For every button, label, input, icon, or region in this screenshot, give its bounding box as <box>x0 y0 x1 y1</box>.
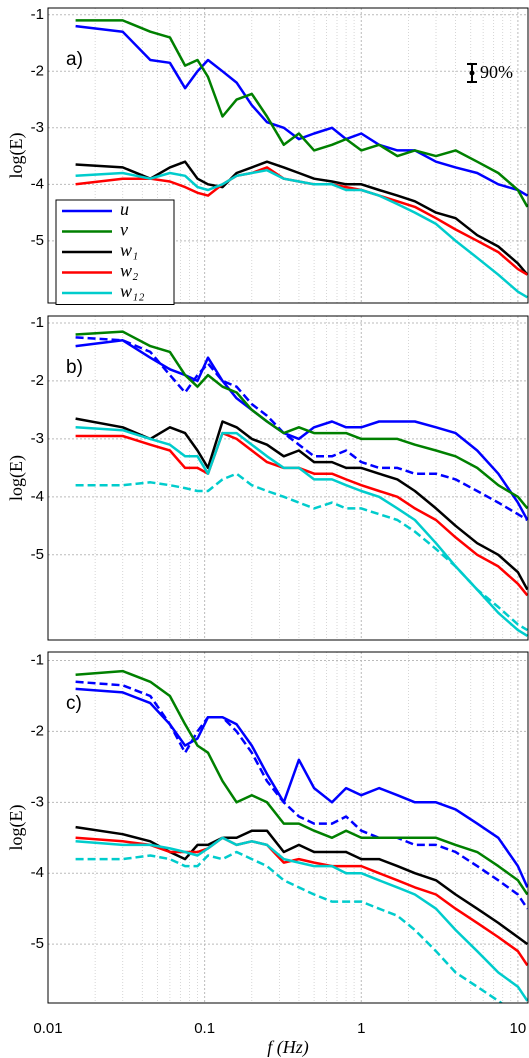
series-line <box>75 160 528 276</box>
series-line <box>75 417 528 591</box>
series-line <box>75 680 528 910</box>
y-tick-label: -4 <box>31 175 44 192</box>
series-line <box>75 431 528 597</box>
series-line <box>75 426 528 637</box>
panel-label: c) <box>66 693 82 714</box>
series-line <box>75 168 528 299</box>
series-line <box>75 330 528 510</box>
legend-label: u <box>120 199 129 219</box>
y-tick-label: -3 <box>31 119 44 136</box>
frame <box>47 651 529 1004</box>
series-line <box>75 24 528 197</box>
panel-label: b) <box>66 357 83 378</box>
x-axis-label: f (Hz) <box>267 1037 309 1058</box>
y-tick-label: -5 <box>31 935 44 952</box>
y-tick-label: -4 <box>31 864 44 881</box>
y-tick-label: -1 <box>31 6 44 23</box>
plot-area <box>75 19 528 299</box>
legend-label: v <box>120 220 128 240</box>
y-tick-label: -3 <box>31 793 44 810</box>
series-line <box>75 336 528 522</box>
y-tick-label: -2 <box>31 62 44 79</box>
x-tick-label: 0.1 <box>194 1020 215 1037</box>
series-line <box>75 339 528 521</box>
series-line <box>75 825 528 946</box>
panel-label: a) <box>66 49 83 70</box>
x-tick-label: 1 <box>357 1020 365 1037</box>
series-line <box>75 669 528 896</box>
legend-label: w₂ <box>120 261 138 281</box>
plot-area <box>75 669 528 1003</box>
y-tick-label: -1 <box>31 314 44 331</box>
y-tick-label: -4 <box>31 488 44 505</box>
errorbar-label: 90% <box>480 62 513 82</box>
series-line <box>75 836 528 1002</box>
series-line <box>75 19 528 208</box>
frame <box>47 315 529 641</box>
y-axis-label: log(E) <box>6 133 27 179</box>
legend-label: w₁ <box>120 240 138 260</box>
y-tick-label: -5 <box>31 546 44 563</box>
y-axis-label: log(E) <box>6 805 27 851</box>
y-tick-label: -2 <box>31 372 44 389</box>
y-axis-label: log(E) <box>6 455 27 501</box>
plot-area <box>75 330 528 637</box>
y-tick-label: -1 <box>31 651 44 668</box>
legend-label: w₁₂ <box>120 281 145 301</box>
y-tick-label: -3 <box>31 430 44 447</box>
x-tick-label: 10 <box>510 1020 527 1037</box>
y-tick-label: -2 <box>31 722 44 739</box>
y-tick-label: -5 <box>31 232 44 249</box>
series-line <box>75 687 528 888</box>
series-line <box>75 850 504 1003</box>
x-tick-label: 0.01 <box>33 1020 62 1037</box>
errorbar-dot <box>469 70 475 76</box>
frame <box>47 7 529 304</box>
